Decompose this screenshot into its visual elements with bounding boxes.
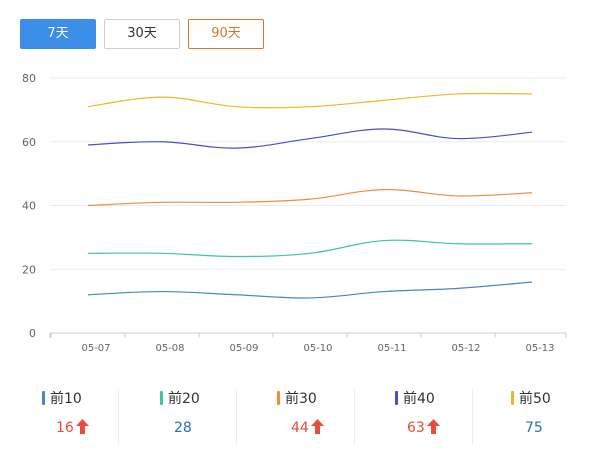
summary-item-top20: 前20 28 (158, 383, 236, 447)
up-arrow-icon (426, 419, 440, 434)
series-line-2 (87, 239, 533, 258)
range-tab-90d[interactable]: 90天 (188, 19, 264, 49)
summary-label-text: 前20 (168, 391, 200, 407)
series-color-bar (395, 391, 398, 405)
summary-divider (354, 389, 355, 445)
summary-row: 前10 16 前20 28 前30 44 前40 63 前50 75 (0, 383, 590, 447)
summary-label: 前30 (277, 390, 317, 408)
series-color-bar (511, 391, 514, 405)
y-tick-label: 40 (22, 200, 36, 213)
x-tick-label: 05-08 (155, 343, 184, 354)
summary-value-text: 16 (56, 420, 74, 436)
summary-label: 前40 (395, 390, 435, 408)
series-line-3 (87, 188, 533, 207)
summary-label-text: 前10 (50, 391, 82, 407)
summary-label-text: 前40 (403, 391, 435, 407)
y-tick-label: 80 (22, 72, 36, 85)
summary-item-top40: 前40 63 (393, 383, 471, 447)
series-line-4 (87, 128, 533, 149)
summary-divider (236, 389, 237, 445)
y-tick-label: 20 (22, 263, 36, 276)
x-tick-label: 05-13 (525, 343, 554, 354)
summary-value-text: 28 (174, 420, 192, 436)
summary-value: 28 (174, 419, 192, 437)
summary-value: 63 (407, 419, 440, 437)
summary-label-text: 前30 (285, 391, 317, 407)
summary-divider (472, 389, 473, 445)
summary-value-text: 63 (407, 420, 425, 436)
series-color-bar (160, 391, 163, 405)
summary-value: 44 (291, 419, 324, 437)
y-tick-label: 60 (22, 136, 36, 149)
range-tab-7d[interactable]: 7天 (20, 19, 96, 49)
summary-value: 75 (525, 419, 543, 437)
line-chart: 0 20 40 60 80 05-07 05-08 05-09 05-10 05-11 05-12 0… (22, 72, 567, 354)
summary-value: 16 (56, 419, 89, 437)
summary-item-top30: 前30 44 (275, 383, 353, 447)
summary-label: 前50 (511, 390, 551, 408)
series-line-5 (87, 92, 533, 109)
summary-label: 前10 (42, 390, 82, 408)
summary-label: 前20 (160, 390, 200, 408)
summary-label-text: 前50 (519, 391, 551, 407)
y-tick-label: 0 (29, 327, 36, 340)
series-color-bar (277, 391, 280, 405)
series-color-bar (42, 391, 45, 405)
x-tick-label: 05-09 (229, 343, 258, 354)
summary-divider (118, 389, 119, 445)
x-tick-label: 05-10 (303, 343, 332, 354)
series-line-1 (87, 281, 533, 299)
summary-item-top10: 前10 16 (40, 383, 118, 447)
x-tick-label: 05-12 (451, 343, 480, 354)
summary-item-top50: 前50 75 (510, 383, 580, 447)
summary-value-text: 44 (291, 420, 309, 436)
summary-value-text: 75 (525, 420, 543, 436)
up-arrow-icon (75, 419, 89, 434)
up-arrow-icon (310, 419, 324, 434)
x-tick-label: 05-07 (81, 343, 110, 354)
range-tab-30d[interactable]: 30天 (104, 19, 180, 49)
x-tick-label: 05-11 (377, 343, 406, 354)
